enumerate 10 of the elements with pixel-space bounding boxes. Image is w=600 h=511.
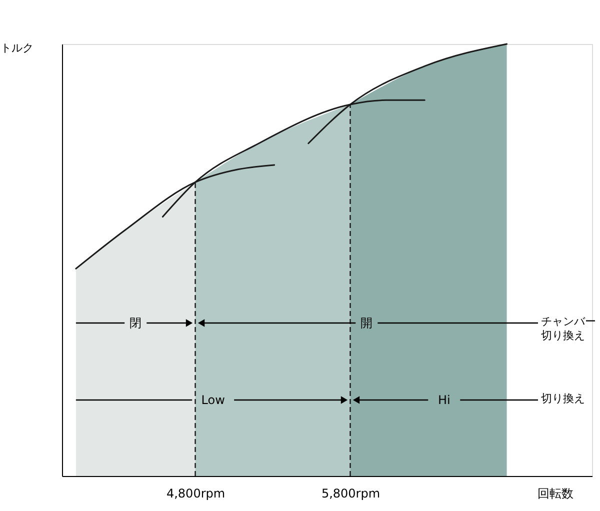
x-tick-label: 5,800rpm xyxy=(321,486,380,500)
x-axis-title: 回転数 xyxy=(538,486,574,500)
annotation: 切り換え xyxy=(541,392,585,405)
annotation: 開 xyxy=(360,316,373,330)
annotation: Low xyxy=(201,393,226,407)
annotation: チャンバー切り換え xyxy=(541,315,596,342)
x-tick-label: 4,800rpm xyxy=(166,486,226,500)
annotation: Hi xyxy=(438,393,450,407)
y-axis-title: トルク xyxy=(0,42,34,54)
annotation: 閉 xyxy=(130,316,142,330)
